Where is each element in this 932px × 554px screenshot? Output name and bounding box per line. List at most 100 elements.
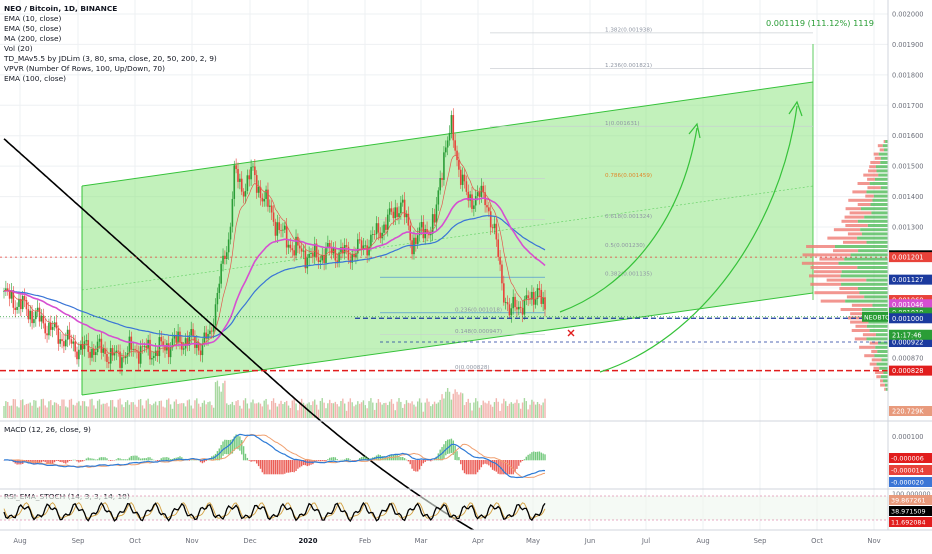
volume-bar — [123, 407, 124, 418]
candle-body — [494, 224, 496, 228]
vp-bar-up — [841, 274, 888, 277]
volume-bar — [520, 409, 521, 418]
vp-bar-up — [884, 148, 888, 151]
candle-body — [241, 179, 243, 192]
vp-bar-down — [834, 228, 860, 231]
volume-bar — [297, 410, 298, 418]
volume-bar — [108, 406, 109, 418]
candle-body — [391, 208, 393, 211]
macd-histogram-bar — [205, 460, 206, 461]
indicator-ema10[interactable]: EMA (10, close) — [4, 14, 217, 24]
candle-body — [301, 248, 303, 251]
price-tag: 0.001201 — [889, 252, 932, 262]
macd-histogram-bar — [533, 452, 534, 461]
vp-bar-up — [877, 350, 888, 353]
vp-bar-down — [819, 258, 844, 261]
candle-body — [117, 351, 119, 352]
macd-histogram-bar — [89, 458, 90, 460]
volume-bar — [226, 403, 227, 418]
vp-bar-down — [852, 329, 870, 332]
macd-histogram-bar — [292, 460, 293, 472]
price-tag-text: 220.729K — [892, 408, 924, 416]
candle-body — [14, 308, 16, 310]
macd-histogram-bar — [325, 460, 326, 461]
vp-bar-up — [839, 262, 888, 265]
volume-bar — [365, 405, 366, 418]
macd-histogram-bar — [252, 460, 253, 461]
candle-body — [496, 224, 498, 240]
candle-body — [378, 223, 380, 232]
candle-body — [273, 212, 275, 221]
indicator-td-ma[interactable]: TD_MAv5.5 by JDLim (3, 80, sma, close, 2… — [4, 54, 217, 64]
candle-body — [265, 190, 267, 199]
macd-histogram-bar — [353, 460, 354, 461]
volume-bar — [129, 405, 130, 418]
macd-histogram-bar — [260, 460, 261, 469]
macd-histogram-bar — [318, 460, 319, 461]
indicator-ma200[interactable]: MA (200, close) — [4, 34, 217, 44]
macd-histogram-bar — [342, 460, 343, 461]
candle-body — [527, 295, 529, 298]
price-tag-text: 0.000828 — [892, 367, 923, 375]
volume-bar — [110, 400, 111, 418]
volume-bar — [415, 407, 416, 418]
macd-histogram-bar — [320, 460, 321, 461]
candle-body — [275, 222, 277, 236]
volume-bar — [11, 406, 12, 418]
volume-bar — [82, 401, 83, 418]
candle-body — [466, 181, 468, 192]
candle-body — [477, 192, 479, 196]
candle-body — [460, 170, 462, 185]
macd-histogram-bar — [333, 457, 334, 460]
macd-histogram-bar — [247, 458, 248, 460]
candle-body — [509, 304, 511, 315]
macd-title: MACD (12, 26, close, 9) — [4, 425, 91, 434]
indicator-ema50[interactable]: EMA (50, close) — [4, 24, 217, 34]
macd-histogram-bar — [147, 457, 148, 460]
vp-bar-up — [876, 333, 888, 336]
volume-bar — [473, 402, 474, 418]
macd-histogram-bar — [82, 460, 83, 461]
volume-bar — [413, 405, 414, 418]
macd-histogram-bar — [41, 460, 42, 462]
volume-bar — [531, 400, 532, 418]
candle-body — [28, 309, 30, 319]
volume-bar — [460, 392, 461, 418]
candle-body — [396, 207, 398, 217]
volume-bar — [262, 406, 263, 418]
macd-histogram-bar — [288, 460, 289, 473]
macd-histogram-bar — [93, 459, 94, 460]
indicator-ema100[interactable]: EMA (100, close) — [4, 74, 217, 84]
macd-histogram-bar — [106, 458, 107, 460]
volume-bar — [258, 402, 259, 418]
macd-histogram-bar — [417, 460, 418, 471]
volume-bar — [400, 402, 401, 418]
volume-bar — [151, 405, 152, 418]
candle-body — [247, 175, 249, 191]
vp-bar-up — [881, 375, 888, 378]
vp-bar-down — [880, 148, 884, 151]
indicator-vpvr[interactable]: VPVR (Number Of Rows, 100, Up/Down, 70) — [4, 64, 217, 74]
fib-label: 1.382(0.001938) — [605, 27, 652, 33]
vp-bar-up — [861, 207, 888, 210]
vp-bar-down — [852, 190, 866, 193]
macd-histogram-bar — [406, 460, 407, 461]
candle-body — [256, 175, 258, 193]
macd-histogram-bar — [316, 460, 317, 461]
volume-bar — [327, 403, 328, 418]
candle-body — [411, 240, 413, 254]
volume-bar — [162, 407, 163, 418]
macd-histogram-bar — [162, 457, 163, 460]
macd-histogram-bar — [280, 460, 281, 474]
candle-body — [142, 346, 144, 347]
candle-body — [359, 239, 361, 240]
volume-bar — [48, 401, 49, 418]
vp-bar-up — [862, 308, 888, 311]
indicator-volume[interactable]: Vol (20) — [4, 44, 217, 54]
vp-bar-down — [845, 216, 865, 219]
macd-histogram-bar — [469, 460, 470, 474]
candle-body — [320, 260, 322, 262]
volume-bar — [112, 400, 113, 418]
time-tick-label: Sep — [72, 537, 85, 545]
macd-histogram-bar — [426, 460, 427, 461]
